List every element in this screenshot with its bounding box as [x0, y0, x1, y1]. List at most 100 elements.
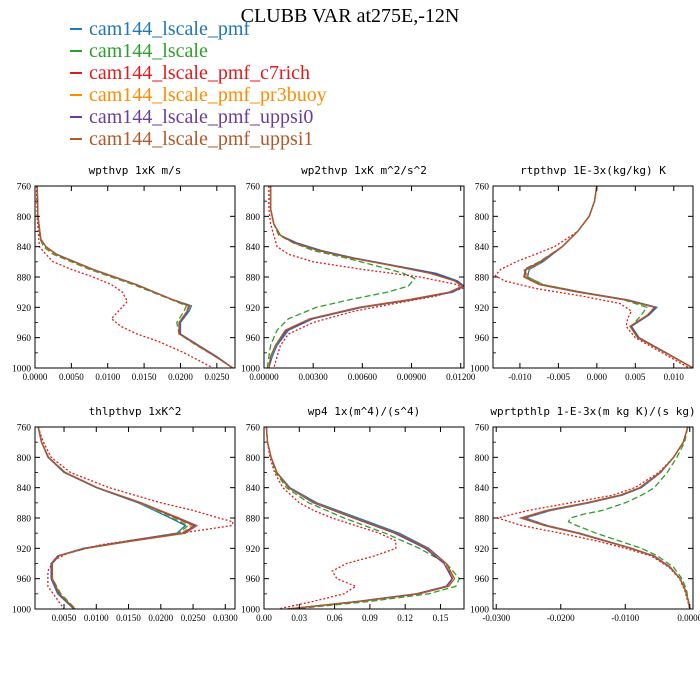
x-tick-label: 0.0050 — [59, 372, 84, 382]
panel-6: wprtpthlp 1-E-3x(m kg K)/(s kg)760 800 840… — [470, 405, 700, 623]
x-tick-label: 0.00300 — [299, 372, 329, 382]
x-tick-label: 0.0200 — [148, 613, 173, 623]
panel-title: wpthvp 1xK m/s — [89, 164, 182, 177]
y-tick-label: 840 — [475, 484, 490, 494]
y-tick-label: 880 — [475, 515, 490, 525]
panel-4: thlpthvp 1xK^2 760 800 840 880 920 960 1000 0.00… — [12, 405, 238, 623]
legend-entry: cam144_lscale_pmf_pr3buoy — [70, 84, 327, 106]
x-tick-label: 0.06 — [327, 613, 343, 623]
y-tick-label: 960 — [246, 334, 261, 344]
y-tick-label: 1000 — [12, 606, 31, 616]
legend-entry: cam144_lscale_pmf_uppsi1 — [70, 128, 313, 150]
series-group — [266, 186, 464, 368]
y-tick-label: 760 — [475, 424, 490, 434]
y-tick-label: 800 — [475, 213, 490, 223]
y-tick-label: 760 — [17, 183, 32, 193]
series-line-cam144_lscale_pmf_uppsi1 — [265, 427, 456, 609]
x-tick-label: 0.00 — [256, 613, 272, 623]
y-tick-label: 960 — [475, 334, 490, 344]
y-tick-label: 840 — [246, 243, 261, 253]
x-tick-label: 0.00900 — [397, 372, 427, 382]
y-tick-label: 840 — [17, 243, 32, 253]
figure-title: CLUBB VAR at275E,-12N — [241, 5, 460, 27]
series-line-cam144_lscale_pmf_c7rich — [268, 186, 464, 368]
panel-title: wprtpthlp 1-E-3x(m kg K)/(s kg) — [490, 405, 695, 418]
panel-title: thlpthvp 1xK^2 — [89, 405, 182, 418]
x-tick-label: 0.010 — [664, 372, 685, 382]
panel-5: wp4 1x(m^4)/(s^4)76080084088092096010000… — [241, 405, 465, 623]
series-line-cam144_lscale_pmf_uppsi1 — [36, 186, 234, 368]
y-tick-label: 920 — [475, 304, 490, 314]
legend-label: cam144_lscale_pmf_uppsi1 — [89, 128, 313, 150]
series-line-cam144_lscale_pmf_uppsi1 — [523, 186, 693, 368]
panel-1: wpthvp 1xK m/s76080084088092096010000.00… — [12, 164, 236, 382]
legend-label: cam144_lscale_pmf_uppsi0 — [89, 106, 313, 128]
x-tick-label: 0.0250 — [181, 613, 206, 623]
x-tick-label: 0.0150 — [116, 613, 141, 623]
y-tick-label: 920 — [17, 545, 32, 555]
y-tick-label: 920 — [475, 545, 490, 555]
y-tick-label: 920 — [17, 304, 32, 314]
x-tick-label: -0.0300 — [482, 613, 510, 623]
series-group — [265, 427, 461, 609]
y-tick-label: 880 — [17, 515, 32, 525]
y-tick-label: 1000 — [12, 365, 31, 375]
y-tick-label: 800 — [475, 454, 490, 464]
y-tick-label: 880 — [246, 274, 261, 284]
x-tick-label: 0.0300 — [213, 613, 238, 623]
legend-entry: cam144_lscale_pmf_c7rich — [70, 62, 310, 84]
y-tick-label: 1000 — [241, 606, 260, 616]
x-tick-label: 0.01200 — [446, 372, 476, 382]
legend-label: cam144_lscale — [89, 40, 208, 62]
x-tick-label: 0.12 — [397, 613, 413, 623]
x-tick-label: 0.0250 — [204, 372, 229, 382]
y-tick-label: 1000 — [470, 606, 489, 616]
y-tick-label: 840 — [475, 243, 490, 253]
series-line-cam144_lscale — [567, 427, 691, 609]
x-tick-label: -0.0100 — [611, 613, 639, 623]
x-tick-label: 0.000 — [587, 372, 608, 382]
series-line-cam144_lscale_pmf_uppsi1 — [518, 427, 691, 609]
y-tick-label: 760 — [246, 424, 261, 434]
y-tick-label: 880 — [17, 274, 32, 284]
legend: cam144_lscale_pmfcam144_lscalecam144_lsc… — [70, 18, 327, 150]
series-group — [494, 186, 693, 368]
panel-2: wp2thvp 1xK m^2/s^2 760 800 840 880 920 960 100… — [241, 164, 476, 382]
y-tick-label: 880 — [246, 515, 261, 525]
y-tick-label: 960 — [246, 575, 261, 585]
legend-label: cam144_lscale_pmf_c7rich — [89, 62, 310, 84]
y-tick-label: 800 — [246, 213, 261, 223]
x-tick-label: 0.0200 — [168, 372, 193, 382]
legend-label: cam144_lscale_pmf — [89, 18, 250, 40]
x-tick-label: 0.03 — [291, 613, 307, 623]
panel-title: wp2thvp 1xK m^2/s^2 — [301, 164, 427, 177]
legend-entry: cam144_lscale — [70, 40, 208, 62]
x-tick-label: 0.005 — [625, 372, 646, 382]
y-tick-label: 960 — [17, 575, 32, 585]
panel-title: rtpthvp 1E-3x(kg/kg) K — [520, 164, 666, 177]
x-tick-label: -0.005 — [547, 372, 571, 382]
x-tick-label: 0.00600 — [348, 372, 378, 382]
series-line-cam144_lscale_pmf_c7rich — [265, 427, 397, 609]
panels-grid: wpthvp 1xK m/s76080084088092096010000.00… — [12, 164, 700, 623]
x-tick-label: 0.0100 — [84, 613, 109, 623]
y-tick-label: 760 — [17, 424, 32, 434]
x-tick-label: 0.15 — [433, 613, 449, 623]
panel-3: rtpthvp 1E-3x(kg/kg) K 760 800 840 880 920 960… — [470, 164, 694, 382]
legend-entry: cam144_lscale_pmf_uppsi0 — [70, 106, 313, 128]
x-tick-label: 0.00000 — [249, 372, 279, 382]
series-line-cam144_lscale — [266, 186, 416, 368]
y-tick-label: 800 — [17, 454, 32, 464]
y-tick-label: 800 — [17, 213, 32, 223]
y-tick-label: 1000 — [470, 365, 489, 375]
y-tick-label: 880 — [475, 274, 490, 284]
panel-title: wp4 1x(m^4)/(s^4) — [308, 405, 421, 418]
y-tick-label: 920 — [246, 545, 261, 555]
series-group — [37, 427, 234, 609]
y-tick-label: 760 — [475, 183, 490, 193]
x-tick-label: 0.0150 — [132, 372, 157, 382]
series-line-cam144_lscale_pmf_pr3buoy — [37, 427, 194, 609]
x-tick-label: -0.0200 — [547, 613, 575, 623]
y-tick-label: 840 — [246, 484, 261, 494]
